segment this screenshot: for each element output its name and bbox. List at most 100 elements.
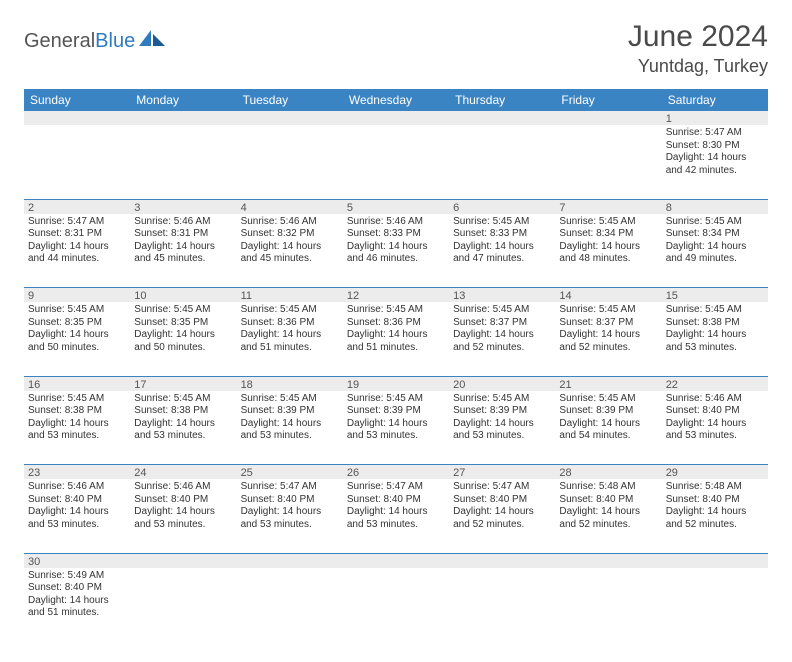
day-number-cell: 7 (555, 199, 661, 214)
day-content-cell: Sunrise: 5:47 AMSunset: 8:31 PMDaylight:… (24, 214, 130, 288)
day-number: 26 (347, 467, 359, 479)
day-content-cell: Sunrise: 5:45 AMSunset: 8:36 PMDaylight:… (343, 302, 449, 376)
sunrise-line: Sunrise: 5:46 AM (134, 481, 232, 494)
daylight-line: Daylight: 14 hours and 44 minutes. (28, 241, 126, 266)
day-number: 19 (347, 379, 359, 391)
day-details: Sunrise: 5:45 AMSunset: 8:39 PMDaylight:… (453, 393, 551, 443)
sunset-line: Sunset: 8:39 PM (453, 405, 551, 418)
day-number-cell: 8 (662, 199, 768, 214)
day-details: Sunrise: 5:45 AMSunset: 8:37 PMDaylight:… (453, 304, 551, 354)
sunset-line: Sunset: 8:40 PM (347, 494, 445, 507)
calendar-table: SundayMondayTuesdayWednesdayThursdayFrid… (24, 89, 768, 642)
day-details: Sunrise: 5:45 AMSunset: 8:38 PMDaylight:… (666, 304, 764, 354)
sunset-line: Sunset: 8:33 PM (453, 228, 551, 241)
title-location: Yuntdag, Turkey (628, 56, 768, 77)
sunset-line: Sunset: 8:40 PM (453, 494, 551, 507)
day-number: 27 (453, 467, 465, 479)
sunset-line: Sunset: 8:30 PM (666, 140, 764, 153)
weekday-header: Wednesday (343, 89, 449, 111)
day-number-cell (237, 553, 343, 568)
sunset-line: Sunset: 8:34 PM (666, 228, 764, 241)
sunset-line: Sunset: 8:40 PM (559, 494, 657, 507)
day-content-cell: Sunrise: 5:45 AMSunset: 8:34 PMDaylight:… (555, 214, 661, 288)
day-content-cell (662, 568, 768, 642)
day-details: Sunrise: 5:45 AMSunset: 8:39 PMDaylight:… (347, 393, 445, 443)
day-content-cell (555, 568, 661, 642)
sunrise-line: Sunrise: 5:45 AM (559, 216, 657, 229)
day-details: Sunrise: 5:46 AMSunset: 8:32 PMDaylight:… (241, 216, 339, 266)
sunset-line: Sunset: 8:38 PM (134, 405, 232, 418)
title-block: June 2024 Yuntdag, Turkey (628, 20, 768, 77)
sunrise-line: Sunrise: 5:45 AM (28, 393, 126, 406)
day-content-cell: Sunrise: 5:46 AMSunset: 8:31 PMDaylight:… (130, 214, 236, 288)
daylight-line: Daylight: 14 hours and 50 minutes. (134, 329, 232, 354)
day-number-cell: 12 (343, 288, 449, 303)
day-number-cell (130, 111, 236, 125)
day-content-cell: Sunrise: 5:46 AMSunset: 8:33 PMDaylight:… (343, 214, 449, 288)
sunrise-line: Sunrise: 5:45 AM (559, 393, 657, 406)
daylight-line: Daylight: 14 hours and 53 minutes. (666, 329, 764, 354)
content-row: Sunrise: 5:47 AMSunset: 8:31 PMDaylight:… (24, 214, 768, 288)
sunrise-line: Sunrise: 5:47 AM (347, 481, 445, 494)
content-row: Sunrise: 5:47 AMSunset: 8:30 PMDaylight:… (24, 125, 768, 199)
day-details: Sunrise: 5:46 AMSunset: 8:40 PMDaylight:… (28, 481, 126, 531)
day-number: 29 (666, 467, 678, 479)
day-number-cell: 16 (24, 376, 130, 391)
day-number-cell: 11 (237, 288, 343, 303)
day-number-cell: 6 (449, 199, 555, 214)
logo-part2: Blue (95, 30, 135, 52)
daylight-line: Daylight: 14 hours and 53 minutes. (28, 506, 126, 531)
weekday-header: Friday (555, 89, 661, 111)
daylight-line: Daylight: 14 hours and 53 minutes. (666, 418, 764, 443)
day-number-cell (130, 553, 236, 568)
weekday-header: Sunday (24, 89, 130, 111)
day-details: Sunrise: 5:46 AMSunset: 8:31 PMDaylight:… (134, 216, 232, 266)
daynum-row: 16171819202122 (24, 376, 768, 391)
sunset-line: Sunset: 8:38 PM (28, 405, 126, 418)
sunset-line: Sunset: 8:39 PM (559, 405, 657, 418)
daylight-line: Daylight: 14 hours and 53 minutes. (134, 418, 232, 443)
daylight-line: Daylight: 14 hours and 53 minutes. (241, 506, 339, 531)
day-number-cell: 10 (130, 288, 236, 303)
day-content-cell: Sunrise: 5:47 AMSunset: 8:40 PMDaylight:… (343, 479, 449, 553)
sunrise-line: Sunrise: 5:45 AM (241, 393, 339, 406)
day-number-cell: 4 (237, 199, 343, 214)
day-content-cell: Sunrise: 5:45 AMSunset: 8:37 PMDaylight:… (449, 302, 555, 376)
day-number-cell: 26 (343, 465, 449, 480)
sunrise-line: Sunrise: 5:45 AM (241, 304, 339, 317)
sunset-line: Sunset: 8:40 PM (666, 494, 764, 507)
daylight-line: Daylight: 14 hours and 54 minutes. (559, 418, 657, 443)
day-number-cell (343, 111, 449, 125)
sunset-line: Sunset: 8:34 PM (559, 228, 657, 241)
sunset-line: Sunset: 8:37 PM (559, 317, 657, 330)
content-row: Sunrise: 5:45 AMSunset: 8:38 PMDaylight:… (24, 391, 768, 465)
daylight-line: Daylight: 14 hours and 45 minutes. (241, 241, 339, 266)
daynum-row: 23242526272829 (24, 465, 768, 480)
day-number-cell: 1 (662, 111, 768, 125)
day-number: 16 (28, 379, 40, 391)
day-number: 1 (666, 113, 672, 125)
day-content-cell: Sunrise: 5:45 AMSunset: 8:39 PMDaylight:… (555, 391, 661, 465)
day-content-cell: Sunrise: 5:46 AMSunset: 8:40 PMDaylight:… (130, 479, 236, 553)
day-number-cell: 18 (237, 376, 343, 391)
day-number-cell: 14 (555, 288, 661, 303)
day-details: Sunrise: 5:45 AMSunset: 8:36 PMDaylight:… (241, 304, 339, 354)
calendar-body: 1Sunrise: 5:47 AMSunset: 8:30 PMDaylight… (24, 111, 768, 642)
day-details: Sunrise: 5:49 AMSunset: 8:40 PMDaylight:… (28, 570, 126, 620)
header: GeneralBlue June 2024 Yuntdag, Turkey (24, 20, 768, 77)
day-number-cell: 17 (130, 376, 236, 391)
daylight-line: Daylight: 14 hours and 53 minutes. (28, 418, 126, 443)
sunrise-line: Sunrise: 5:48 AM (559, 481, 657, 494)
daynum-row: 9101112131415 (24, 288, 768, 303)
day-number-cell (449, 553, 555, 568)
day-number-cell (24, 111, 130, 125)
day-details: Sunrise: 5:47 AMSunset: 8:40 PMDaylight:… (241, 481, 339, 531)
day-number: 5 (347, 202, 353, 214)
day-content-cell: Sunrise: 5:47 AMSunset: 8:30 PMDaylight:… (662, 125, 768, 199)
sunrise-line: Sunrise: 5:46 AM (241, 216, 339, 229)
day-content-cell: Sunrise: 5:45 AMSunset: 8:35 PMDaylight:… (24, 302, 130, 376)
daynum-row: 1 (24, 111, 768, 125)
sunrise-line: Sunrise: 5:47 AM (28, 216, 126, 229)
daylight-line: Daylight: 14 hours and 51 minutes. (241, 329, 339, 354)
sunrise-line: Sunrise: 5:45 AM (453, 393, 551, 406)
